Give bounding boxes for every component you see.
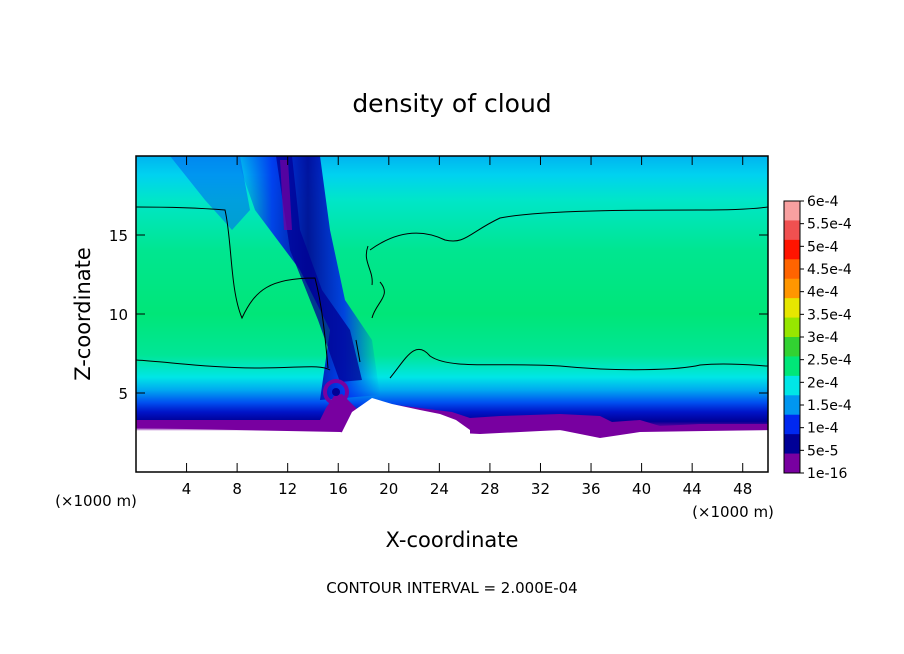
cloud-gap-white [340,398,470,472]
colorbar-tick-label: 4.5e-4 [807,262,852,278]
x-tick-label: 44 [683,480,702,498]
colorbar-swatch [784,395,800,416]
colorbar-swatch [784,337,800,357]
x-tick-label: 24 [430,480,449,498]
x-axis: 4 8 12 16 20 24 28 32 36 40 44 48 [182,156,752,498]
colorbar-tick-label: 1e-16 [807,466,847,482]
contour-lower-right [389,348,768,379]
x-tick-label: 40 [632,480,651,498]
eddy-left [323,379,349,405]
contour-upper-right [369,206,768,251]
colorbar-swatch [784,239,800,260]
x-tick-label: 20 [379,480,398,498]
colorbar-swatch [784,298,800,319]
plot-area [136,156,768,472]
x-tick-label: 36 [581,480,600,498]
y-axis: 5 10 15 [109,227,768,403]
x-tick-label: 4 [182,480,192,498]
y-axis-unit: (×1000 m) [55,492,137,510]
column-core [276,156,362,382]
x-tick-label: 28 [480,480,499,498]
x-axis-unit: (×1000 m) [692,503,774,521]
x-axis-label: X-coordinate [386,528,519,552]
colorbar-swatch [784,278,800,299]
x-tick-label: 8 [232,480,242,498]
x-tick-label: 32 [531,480,550,498]
colorbar-tick-label: 3e-4 [807,330,839,346]
y-tick-label: 5 [118,385,128,403]
colorbar-tick-label: 1.5e-4 [807,398,852,414]
colorbar-tick-label: 2e-4 [807,375,839,391]
colorbar-tick-label: 3.5e-4 [807,307,852,323]
colorbar-swatch [784,414,800,435]
colorbar-tick-label: 5e-4 [807,239,839,255]
contour-interval-note: CONTOUR INTERVAL = 2.000E-04 [326,579,577,597]
colorbar-tick-label: 5e-5 [807,443,838,459]
colorbar-swatch [784,434,800,455]
chart-title: density of cloud [352,89,551,118]
colorbar-swatch [784,356,800,377]
colorbar-swatch [784,259,800,280]
colorbar: 6e-4 5.5e-4 5e-4 4.5e-4 4e-4 3.5e-4 3e-4 2.5e-4… [783,194,852,482]
colorbar-swatch [784,453,800,474]
upper-blue-plume [170,156,250,230]
y-tick-label: 10 [109,306,128,324]
colorbar-tick-label: 6e-4 [807,194,839,210]
purple-streak [280,160,292,230]
y-axis-label: Z-coordinate [71,247,95,381]
colorbar-tick-label: 4e-4 [807,285,839,301]
contour-wisp [355,245,385,363]
x-tick-label: 12 [278,480,297,498]
contour-lines [136,206,768,379]
y-tick-label: 15 [109,227,128,245]
colorbar-tick-label: 2.5e-4 [807,353,852,369]
colorbar-tick-label: 1e-4 [807,421,839,437]
eddy-inner [332,388,340,396]
contour-lower [136,359,331,371]
colorbar-swatch [784,375,800,396]
cloud-base-edge [136,394,768,438]
colorbar-swatch [784,220,800,241]
colorbar-tick-label: 5.5e-4 [807,217,852,233]
colorbar-swatch [784,201,800,221]
colorbar-swatch [784,317,800,338]
x-tick-label: 48 [733,480,752,498]
x-tick-label: 16 [329,480,348,498]
contour-upper [136,206,329,369]
